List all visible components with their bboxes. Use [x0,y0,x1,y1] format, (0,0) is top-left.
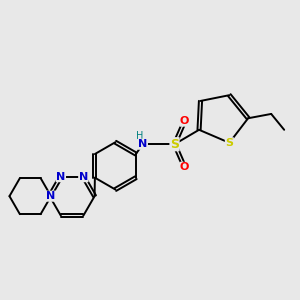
Text: N: N [56,172,65,182]
Text: N: N [138,139,147,149]
Text: S: S [225,138,233,148]
Text: H: H [136,131,143,141]
Text: S: S [170,138,179,151]
Text: O: O [180,162,189,172]
Text: N: N [79,172,88,182]
Text: O: O [180,116,189,126]
Text: N: N [46,191,56,201]
